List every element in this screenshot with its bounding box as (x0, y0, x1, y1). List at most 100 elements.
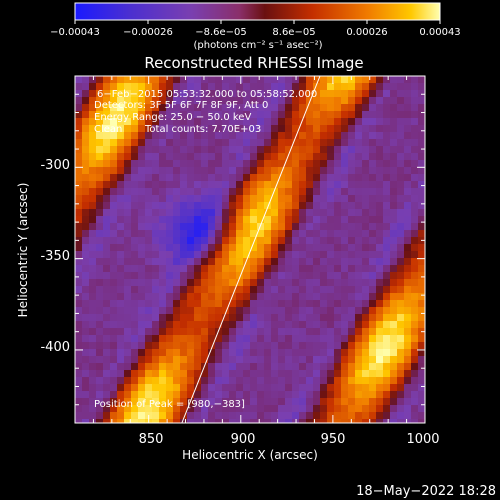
colorbar-tick-label: 0.00026 (346, 27, 387, 38)
heatmap-cell (299, 349, 307, 357)
heatmap-cell (355, 76, 363, 84)
heatmap-cell (278, 139, 286, 147)
heatmap-cell (271, 160, 279, 168)
heatmap-cell (292, 265, 300, 273)
heatmap-cell (404, 384, 412, 392)
heatmap-cell (173, 223, 181, 231)
heatmap-cell (404, 132, 412, 140)
heatmap-cell (348, 412, 356, 420)
heatmap-cell (418, 356, 425, 364)
heatmap-cell (376, 349, 384, 357)
heatmap-cell (138, 223, 146, 231)
heatmap-cell (159, 223, 167, 231)
heatmap-cell (299, 307, 307, 315)
heatmap-cell (124, 398, 132, 406)
heatmap-cell (201, 132, 209, 140)
heatmap-cell (327, 349, 335, 357)
heatmap-cell (208, 244, 216, 252)
heatmap-cell (348, 118, 356, 126)
heatmap-cell (313, 349, 321, 357)
heatmap-cell (124, 237, 132, 245)
heatmap-cell (348, 181, 356, 189)
heatmap-cell (89, 244, 97, 252)
heatmap-cell (110, 370, 118, 378)
heatmap-cell (152, 97, 160, 105)
heatmap-cell (292, 104, 300, 112)
heatmap-cell (236, 286, 244, 294)
heatmap-cell (159, 90, 167, 98)
heatmap-cell (215, 272, 223, 280)
heatmap-cell (236, 188, 244, 196)
heatmap-cell (278, 293, 286, 301)
heatmap-cell (348, 377, 356, 385)
heatmap-cell (243, 356, 251, 364)
heatmap-cell (208, 139, 216, 147)
heatmap-cell (390, 209, 398, 217)
heatmap-cell (292, 328, 300, 336)
heatmap-cell (208, 223, 216, 231)
heatmap-cell (208, 391, 216, 399)
heatmap-cell (103, 83, 111, 91)
heatmap-cell (222, 405, 230, 413)
heatmap-cell (145, 363, 153, 371)
heatmap-cell (250, 314, 258, 322)
heatmap-cell (138, 293, 146, 301)
heatmap-cell (369, 419, 377, 423)
heatmap-cell (82, 132, 90, 140)
heatmap-cell (82, 202, 90, 210)
heatmap-cell (243, 125, 251, 133)
heatmap-cell (117, 300, 125, 308)
heatmap-cell (138, 349, 146, 357)
heatmap-cell (194, 349, 202, 357)
heatmap-cell (257, 293, 265, 301)
heatmap-cell (285, 356, 293, 364)
heatmap-cell (117, 293, 125, 301)
heatmap-cell (292, 363, 300, 371)
heatmap-cell (89, 104, 97, 112)
heatmap-cell (383, 328, 391, 336)
heatmap-cell (152, 125, 160, 133)
heatmap-cell (131, 188, 139, 196)
heatmap-cell (194, 419, 202, 423)
heatmap-cell (383, 237, 391, 245)
heatmap-cell (327, 244, 335, 252)
heatmap-cell (250, 258, 258, 266)
heatmap-cell (278, 216, 286, 224)
heatmap-cell (327, 118, 335, 126)
heatmap-cell (236, 111, 244, 119)
heatmap-cell (215, 118, 223, 126)
heatmap-cell (215, 223, 223, 231)
heatmap-cell (152, 216, 160, 224)
heatmap-cell (166, 391, 174, 399)
heatmap-cell (131, 300, 139, 308)
heatmap-cell (166, 405, 174, 413)
heatmap-cell (257, 258, 265, 266)
heatmap-cell (306, 265, 314, 273)
heatmap-cell (355, 167, 363, 175)
heatmap-cell (383, 363, 391, 371)
heatmap-cell (131, 370, 139, 378)
heatmap-cell (89, 111, 97, 119)
heatmap-cell (131, 195, 139, 203)
heatmap-cell (89, 195, 97, 203)
heatmap-cell (257, 139, 265, 147)
heatmap-cell (411, 202, 419, 210)
heatmap-cell (271, 398, 279, 406)
heatmap-cell (243, 265, 251, 273)
heatmap-cell (334, 97, 342, 105)
heatmap-cell (411, 76, 419, 84)
heatmap-cell (390, 356, 398, 364)
heatmap-cell (180, 405, 188, 413)
heatmap-cell (278, 83, 286, 91)
heatmap-cell (145, 97, 153, 105)
heatmap-cell (369, 349, 377, 357)
heatmap-cell (306, 258, 314, 266)
heatmap-cell (208, 209, 216, 217)
heatmap-cell (145, 209, 153, 217)
heatmap-cell (306, 244, 314, 252)
heatmap-cell (292, 272, 300, 280)
heatmap-cell (411, 398, 419, 406)
heatmap-cell (292, 188, 300, 196)
heatmap-cell (166, 272, 174, 280)
heatmap-cell (348, 237, 356, 245)
